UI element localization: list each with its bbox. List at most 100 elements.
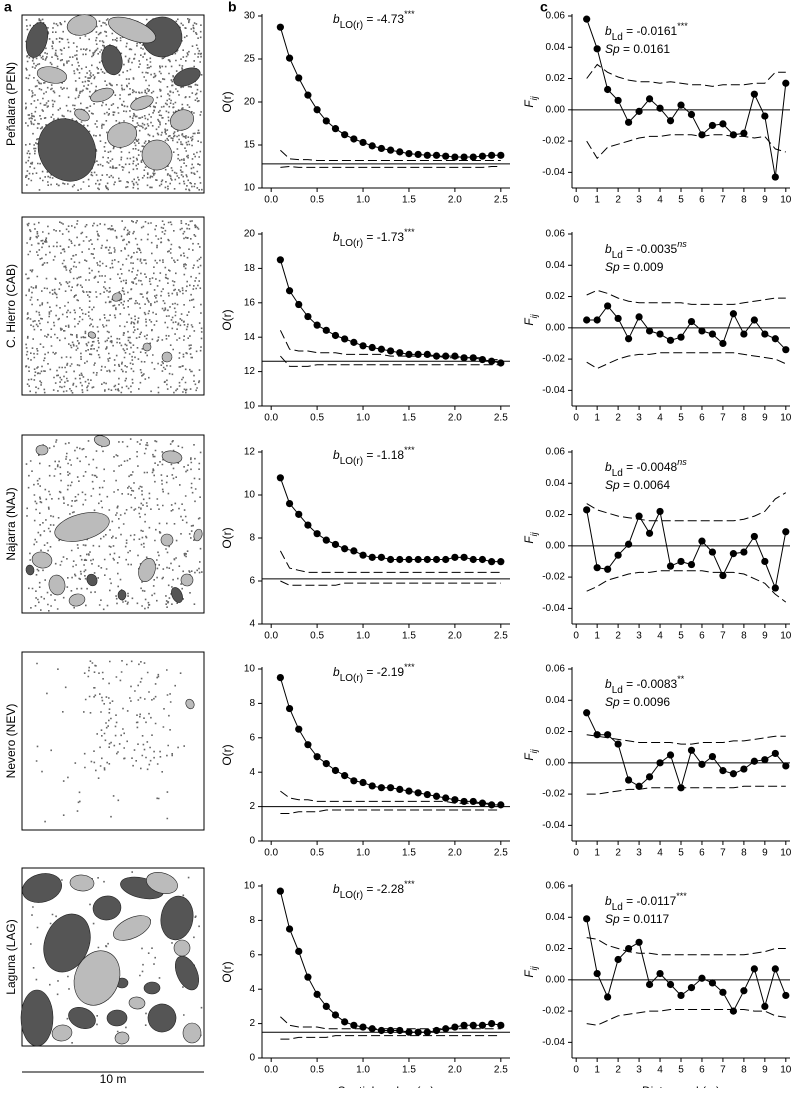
x-tick-label: 10 <box>780 848 792 859</box>
data-line <box>586 18 787 178</box>
y-tick-label: 2 <box>249 801 255 812</box>
data-point <box>719 339 727 348</box>
y-tick-label: 30 <box>244 11 256 22</box>
envelope-line <box>586 289 786 305</box>
data-point <box>285 704 294 713</box>
site-label: Nevero (NEV) <box>4 704 18 779</box>
data-point <box>442 555 450 564</box>
data-point <box>313 106 321 114</box>
annotation-text: = -1.18 <box>363 448 404 462</box>
x-tick-label: 0 <box>573 848 579 859</box>
data-point <box>322 760 330 768</box>
y-axis-label-sub: ij <box>529 965 539 970</box>
y-tick-label: 0.04 <box>546 478 566 489</box>
y-tick-label: 0.00 <box>546 757 566 768</box>
data-point <box>656 330 664 338</box>
y-tick-label: 0.06 <box>546 229 566 240</box>
map-patch <box>68 593 86 607</box>
y-axis-label-sub: ij <box>529 313 539 318</box>
x-tick-label: 2.5 <box>494 848 508 859</box>
y-tick-label: 10 <box>244 881 256 892</box>
data-point <box>761 330 769 338</box>
annotation: Sp = 0.009 <box>605 260 664 274</box>
data-point <box>698 131 706 139</box>
data-point <box>341 335 349 343</box>
site-label: Peñalara (PEN) <box>4 62 18 146</box>
data-point <box>740 548 748 556</box>
data-point <box>322 326 330 334</box>
data-point <box>304 521 312 529</box>
x-tick-label: 7 <box>720 413 726 424</box>
map-patch <box>128 996 146 1010</box>
data-point <box>583 316 591 324</box>
data-point <box>414 555 422 564</box>
map-patch <box>160 533 174 547</box>
annotation-symbol: b <box>333 665 340 679</box>
data-point <box>414 1028 422 1036</box>
map-patch <box>66 14 98 36</box>
x-tick-label: 0.5 <box>310 413 324 424</box>
x-tick-label: 7 <box>720 195 726 206</box>
y-tick-label: 4 <box>249 984 255 995</box>
data-point <box>331 1011 340 1019</box>
y-tick-label: 8 <box>249 533 255 544</box>
data-point <box>614 314 622 323</box>
annotation-text: = -0.0161 <box>623 24 678 38</box>
data-point <box>645 95 654 103</box>
x-tick-label: 0.5 <box>310 631 324 642</box>
map-patch <box>22 873 62 903</box>
map-patch <box>143 981 161 995</box>
data-point <box>729 550 738 558</box>
data-point <box>331 766 340 775</box>
annotation: bLd = -0.0083** <box>605 674 685 696</box>
y-tick-label: 0.04 <box>546 695 566 706</box>
y-axis-label-sub: ij <box>529 95 539 100</box>
data-point <box>414 150 422 159</box>
data-point <box>677 101 685 109</box>
data-point <box>285 925 294 933</box>
x-tick-label: 5 <box>678 848 684 859</box>
envelope-line <box>586 785 786 795</box>
data-point <box>304 91 312 99</box>
x-tick-label: 8 <box>741 413 747 424</box>
data-point <box>656 969 664 978</box>
data-point <box>386 784 395 792</box>
data-point <box>423 1028 431 1036</box>
x-tick-label: 6 <box>699 1065 705 1076</box>
x-tick-label: 6 <box>699 631 705 642</box>
annotation-symbol: Sp <box>605 912 620 926</box>
data-point <box>687 110 696 119</box>
x-tick-label: 1.0 <box>356 848 370 859</box>
y-tick-label: 18 <box>244 263 256 274</box>
data-point <box>583 709 591 717</box>
data-point <box>368 553 376 561</box>
x-tick-label: 0.5 <box>310 1065 324 1076</box>
map-patch <box>169 109 195 131</box>
map-patch <box>25 22 49 58</box>
x-tick-label: 2 <box>615 631 621 642</box>
map-patch <box>113 915 151 941</box>
map-patch <box>193 528 203 542</box>
data-point <box>313 530 321 538</box>
annotation-text: = -1.73 <box>363 230 404 244</box>
data-point <box>698 537 706 545</box>
x-tick-label: 3 <box>636 631 642 642</box>
data-point <box>341 1018 349 1026</box>
data-point <box>304 973 312 981</box>
data-point <box>708 330 717 338</box>
data-point <box>350 338 358 346</box>
data-point <box>708 548 717 556</box>
data-point <box>442 152 450 160</box>
map-patch <box>74 108 90 122</box>
data-point <box>750 965 758 973</box>
x-tick-label: 2.0 <box>448 848 462 859</box>
data-point <box>708 752 717 761</box>
data-point <box>656 759 664 767</box>
data-point <box>313 990 321 998</box>
data-point <box>377 144 386 153</box>
data-point <box>432 352 441 360</box>
annotation: Sp = 0.0161 <box>605 42 670 56</box>
data-point <box>359 342 367 350</box>
y-tick-label: 0.00 <box>546 540 566 551</box>
y-tick-label: 0.02 <box>546 726 566 737</box>
